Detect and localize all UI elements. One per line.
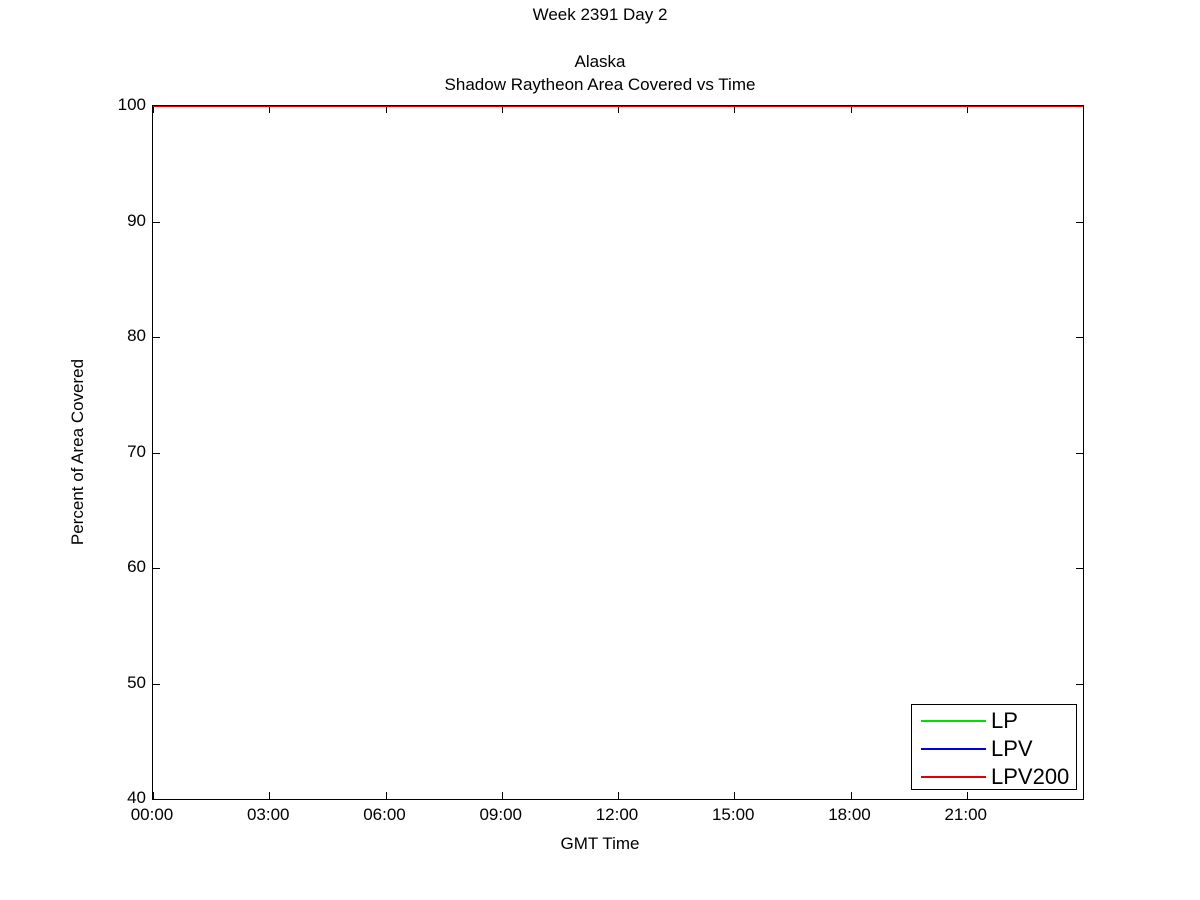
week-day-title: Week 2391 Day 2 [532, 5, 668, 24]
y-tick-label: 80 [127, 326, 146, 345]
x-axis-tick [269, 106, 271, 113]
legend: LP LPV LPV200 [911, 704, 1077, 790]
y-tick-label: 90 [127, 210, 146, 230]
x-axis-tick [966, 792, 968, 799]
x-tick-label: 18:00 [828, 805, 871, 824]
y-axis-tick [1076, 683, 1083, 685]
y-axis-tick [1076, 221, 1083, 223]
x-axis-tick [153, 792, 154, 799]
x-axis-tick [966, 106, 968, 113]
x-axis-tick [850, 106, 852, 113]
x-tick-label: 09:00 [479, 805, 523, 824]
x-axis-tick [385, 106, 387, 113]
legend-item-lpv[interactable]: LPV [912, 735, 1076, 763]
legend-label: LP [991, 708, 1018, 733]
chart-title-block: Alaska Shadow Raytheon Area Covered vs T… [0, 50, 1200, 96]
y-axis-tick [153, 568, 160, 569]
x-axis-tick [269, 792, 271, 799]
x-axis-tick [501, 106, 503, 113]
x-tick-label: 15:00 [711, 805, 755, 824]
chart-title: Alaska [574, 52, 626, 71]
x-axis-tick [385, 792, 387, 799]
x-tick-label: 00:00 [130, 805, 174, 824]
y-axis-tick [1076, 337, 1083, 338]
plot-area [152, 105, 1084, 800]
y-tick-label: 100 [117, 95, 146, 114]
y-axis-tick [153, 452, 160, 454]
x-axis-tick [153, 106, 154, 113]
x-axis-tick [734, 106, 736, 113]
y-axis-tick [1076, 452, 1083, 454]
y-tick-label: 70 [127, 441, 146, 461]
plot-canvas [153, 106, 1083, 799]
x-tick-label: 06:00 [363, 805, 406, 824]
x-axis-tick [618, 106, 619, 113]
legend-item-lp[interactable]: LP [912, 707, 1076, 735]
y-axis-tick [1076, 568, 1083, 569]
x-axis-tick [501, 792, 503, 799]
x-axis-tick [734, 792, 736, 799]
x-axis-tick [618, 792, 619, 799]
legend-label: LPV [991, 736, 1033, 761]
x-axis-title: GMT Time [560, 834, 640, 853]
legend-color-swatch [921, 720, 986, 722]
y-tick-label: 50 [127, 672, 146, 692]
legend-item-lpv200[interactable]: LPV200 [912, 763, 1076, 791]
y-tick-label: 40 [127, 788, 146, 807]
legend-label: LPV200 [991, 764, 1070, 789]
x-tick-label: 03:00 [246, 805, 290, 824]
y-axis-title: Percent of Area Covered [68, 358, 87, 546]
x-tick-label: 12:00 [595, 805, 639, 824]
y-axis-tick [153, 221, 160, 223]
chart-subtitle: Shadow Raytheon Area Covered vs Time [444, 75, 756, 94]
series-line-lpv200 [153, 106, 1083, 107]
legend-color-swatch [921, 776, 986, 778]
legend-color-swatch [921, 748, 986, 750]
x-axis-tick [850, 792, 852, 799]
y-axis-tick [153, 683, 160, 685]
y-axis-tick [153, 337, 160, 338]
x-tick-label: 21:00 [944, 805, 988, 824]
y-tick-label: 60 [127, 557, 146, 576]
